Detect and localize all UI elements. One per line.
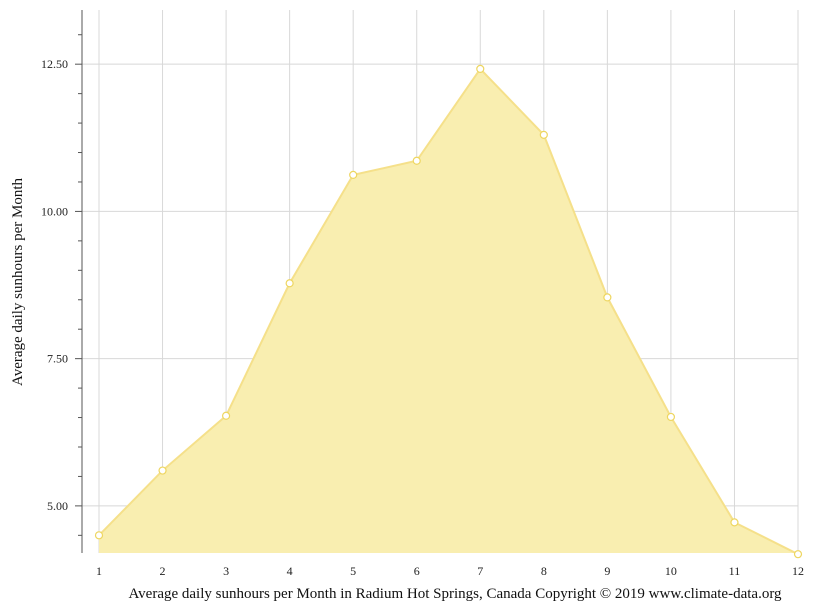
x-tick-label: 5 [350, 564, 356, 578]
y-tick-label: 7.50 [47, 352, 68, 366]
data-point [476, 64, 485, 73]
x-tick-label: 3 [223, 564, 229, 578]
data-point [94, 531, 104, 540]
x-tick-label: 12 [792, 564, 804, 578]
y-tick-label: 12.50 [41, 57, 68, 71]
chart-caption: Average daily sunhours per Month in Radi… [128, 586, 782, 602]
data-point [793, 550, 803, 559]
x-tick-label: 9 [604, 564, 610, 578]
x-tick-label: 4 [287, 564, 293, 578]
x-tick-label: 2 [160, 564, 166, 578]
x-tick-label: 10 [665, 564, 677, 578]
y-tick-label: 5.00 [47, 499, 68, 513]
data-markers [94, 64, 803, 559]
data-point [603, 293, 612, 302]
data-point [285, 279, 294, 288]
data-point [412, 156, 421, 165]
x-tick-label: 8 [541, 564, 547, 578]
x-tick-label: 7 [477, 564, 483, 578]
area-fill [99, 68, 798, 555]
data-point [158, 466, 167, 475]
y-tick-label: 10.00 [41, 204, 68, 218]
axes [75, 10, 83, 553]
x-tick-label: 11 [729, 564, 741, 578]
x-tick-label: 6 [414, 564, 420, 578]
data-point [666, 412, 676, 422]
data-point [349, 170, 358, 180]
y-axis-title: Average daily sunhours per Month [10, 178, 26, 387]
data-point [730, 518, 739, 527]
area-series [98, 67, 799, 556]
x-tick-label: 1 [96, 564, 102, 578]
series-line [98, 67, 799, 556]
data-point [221, 411, 231, 420]
data-point [539, 130, 548, 139]
